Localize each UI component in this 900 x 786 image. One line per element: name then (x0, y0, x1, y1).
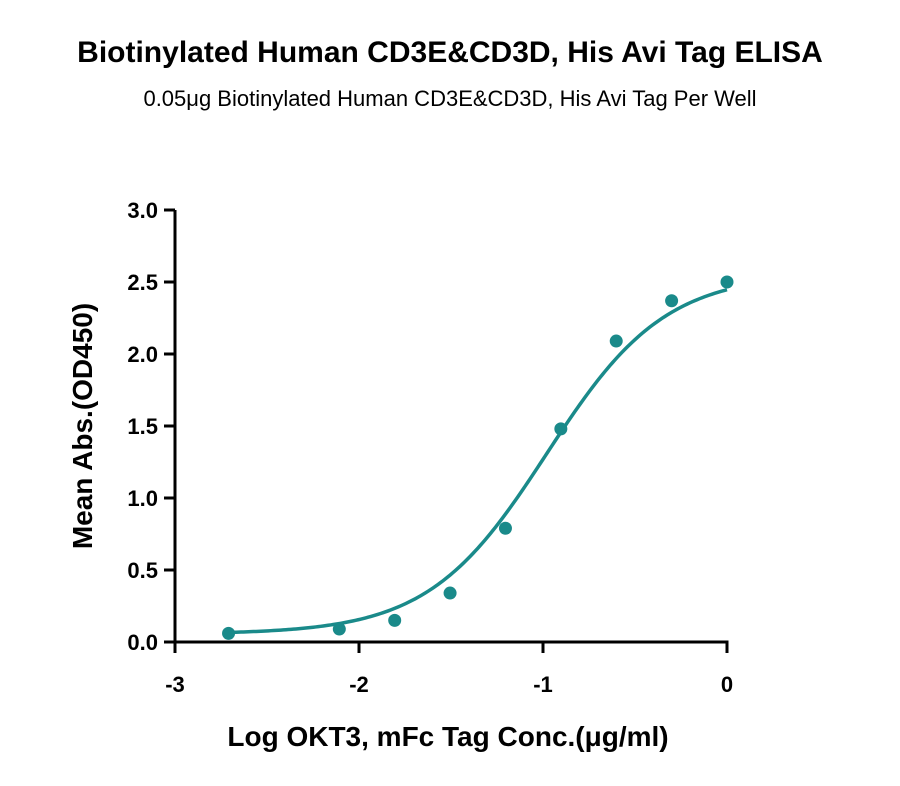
x-axis-label: Log OKT3, mFc Tag Conc.(μg/ml) (227, 721, 668, 752)
y-tick-label: 2.5 (127, 270, 158, 295)
y-tick-label: 1.0 (127, 486, 158, 511)
data-point (443, 586, 457, 600)
data-point (498, 521, 512, 535)
data-point (665, 294, 679, 308)
x-tick-label: -1 (533, 672, 553, 697)
x-tick-label: -2 (349, 672, 369, 697)
data-point (554, 422, 568, 436)
x-tick-label: -3 (165, 672, 185, 697)
y-tick-label: 0.0 (127, 630, 158, 655)
data-point (332, 622, 346, 636)
data-point (720, 275, 734, 289)
data-point (609, 334, 623, 348)
axes (173, 210, 729, 644)
y-ticks: 0.0 0.5 1.0 1.5 2.0 2.5 3.0 (127, 198, 175, 655)
x-ticks: -3 -2 -1 0 (165, 642, 733, 697)
data-point (222, 626, 236, 640)
y-tick-label: 1.5 (127, 414, 158, 439)
chart-subtitle: 0.05μg Biotinylated Human CD3E&CD3D, His… (143, 86, 757, 111)
y-tick-label: 0.5 (127, 558, 158, 583)
data-points (222, 275, 734, 640)
y-tick-label: 2.0 (127, 342, 158, 367)
y-tick-label: 3.0 (127, 198, 158, 223)
y-axis-label: Mean Abs.(OD450) (67, 303, 98, 549)
chart-title: Biotinylated Human CD3E&CD3D, His Avi Ta… (77, 36, 823, 69)
fit-curve (228, 288, 728, 635)
data-point (388, 613, 402, 627)
x-tick-label: 0 (721, 672, 733, 697)
